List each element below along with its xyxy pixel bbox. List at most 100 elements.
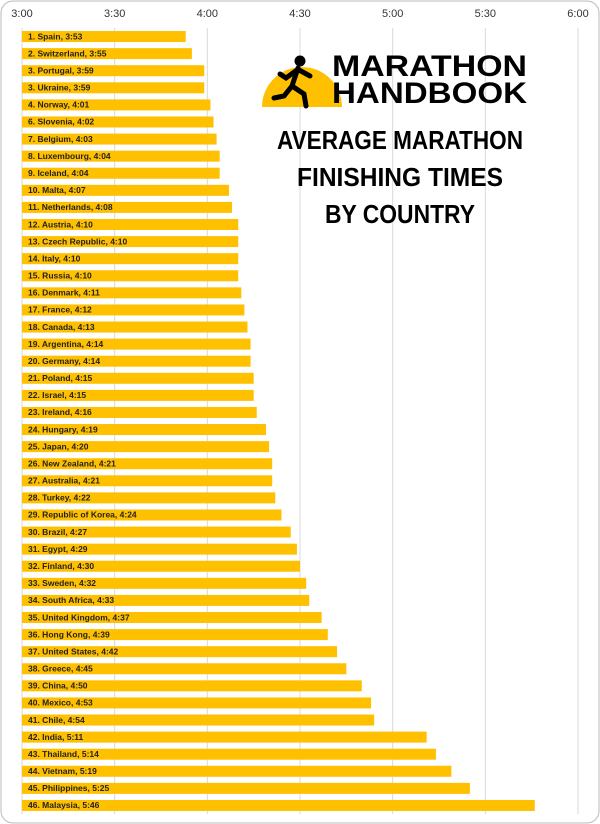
bar-label: 14. Italy, 4:10	[28, 253, 81, 263]
bar-label: 24. Hungary, 4:19	[28, 424, 98, 434]
bar	[22, 577, 307, 589]
bar	[22, 663, 347, 675]
bar-label: 32. Finland, 4:30	[28, 561, 94, 571]
bar-label: 23. Ireland, 4:16	[28, 407, 92, 417]
x-tick-label: 5:30	[475, 8, 496, 20]
bar	[22, 594, 310, 606]
x-tick-label: 5:00	[382, 8, 403, 20]
bar	[22, 65, 205, 77]
bar	[22, 475, 273, 487]
bar-label: 20. Germany, 4:14	[28, 356, 100, 366]
bar-label: 27. Australia, 4:21	[28, 476, 100, 486]
bar	[22, 424, 267, 436]
bar	[22, 270, 239, 282]
bar-label: 35. United Kingdom, 4:37	[28, 612, 130, 622]
bar	[22, 629, 328, 641]
chart-title: AVERAGE MARATHON FINISHING TIMES BY COUNTR…	[277, 125, 523, 229]
bar-label: 39. China, 4:50	[28, 681, 88, 691]
bar	[22, 731, 427, 743]
bar-label: 12. Austria, 4:10	[28, 219, 93, 229]
bar	[22, 560, 300, 572]
chart-title-line: FINISHING TIMES	[297, 162, 503, 192]
bar-label: 2. Switzerland, 3:55	[28, 48, 107, 58]
bar	[22, 799, 535, 811]
bar-label: 17. France, 4:12	[28, 305, 92, 315]
bar	[22, 526, 291, 538]
bar-label: 18. Canada, 4:13	[28, 322, 95, 332]
bar-label: 21. Poland, 4:15	[28, 373, 93, 383]
bar-label: 36. Hong Kong, 4:39	[28, 629, 110, 639]
bar	[22, 116, 214, 128]
bar	[22, 321, 248, 333]
logo-runner	[271, 55, 313, 109]
bar	[22, 338, 251, 350]
bar	[22, 48, 192, 60]
bar	[22, 167, 220, 179]
bar-label: 10. Malta, 4:07	[28, 185, 86, 195]
bars: 1. Spain, 3:53 2. Switzerland, 3:55 3. Por…	[22, 31, 535, 811]
bar-label: 13. Czech Republic, 4:10	[28, 236, 127, 246]
x-tick-label: 4:30	[289, 8, 310, 20]
chart-title-line: BY COUNTRY	[325, 199, 475, 229]
x-tick-label: 3:00	[11, 8, 32, 20]
bar	[22, 99, 211, 111]
bar-label: 42. India, 5:11	[28, 732, 84, 742]
bar-label: 29. Republic of Korea, 4:24	[28, 510, 137, 520]
bar	[22, 406, 257, 418]
bar	[22, 646, 338, 658]
bar	[22, 765, 452, 777]
bar-label: 37. United States, 4:42	[28, 646, 119, 656]
bar-label: 28. Turkey, 4:22	[28, 493, 91, 503]
bar-label: 8. Luxembourg, 4:04	[28, 151, 111, 161]
bar	[22, 782, 470, 794]
chart-title-line: AVERAGE MARATHON	[277, 125, 523, 155]
bar-label: 31. Egypt, 4:29	[28, 544, 88, 554]
logo: MARATHON HANDBOOK	[262, 50, 527, 110]
logo-text: MARATHON	[332, 50, 527, 83]
logo-text: HANDBOOK	[332, 77, 527, 110]
bar	[22, 219, 239, 230]
bar-label: 7. Belgium, 4:03	[28, 134, 93, 144]
bar	[22, 680, 362, 692]
bar-label: 3. Portugal, 3:59	[28, 65, 94, 75]
bar	[22, 509, 282, 521]
bar	[22, 714, 375, 726]
bar	[22, 372, 254, 384]
bar-label: 30. Brazil, 4:27	[28, 527, 87, 537]
bar-label: 19. Argentina, 4:14	[28, 339, 104, 349]
bar-label: 44. Vietnam, 5:19	[28, 766, 97, 776]
bar-label: 34. South Africa, 4:33	[28, 595, 114, 605]
bar	[22, 697, 372, 709]
bar	[22, 133, 217, 145]
bar	[22, 355, 251, 367]
bar	[22, 543, 297, 555]
bar	[22, 389, 254, 401]
bar	[22, 201, 233, 213]
bar-label: 46. Malaysia, 5:46	[28, 800, 100, 810]
bar-label: 9. Iceland, 4:04	[28, 168, 89, 178]
bar	[22, 184, 229, 196]
bar	[22, 441, 270, 453]
bar	[22, 612, 322, 623]
x-tick-label: 3:30	[104, 8, 125, 20]
x-tick-label: 6:00	[567, 8, 588, 20]
bar-label: 15. Russia, 4:10	[28, 271, 92, 281]
bar-label: 25. Japan, 4:20	[28, 441, 89, 451]
bar-label: 1. Spain, 3:53	[28, 31, 83, 41]
x-tick-label: 4:00	[197, 8, 218, 20]
bar	[22, 492, 276, 504]
bar	[22, 82, 205, 94]
bar-label: 40. Mexico, 4:53	[28, 698, 93, 708]
bar-label: 26. New Zealand, 4:21	[28, 458, 116, 468]
bar	[22, 458, 273, 470]
bar-label: 3. Ukraine, 3:59	[28, 83, 91, 93]
bar	[22, 287, 242, 299]
bar	[22, 304, 245, 316]
bar	[22, 31, 186, 43]
bar	[22, 748, 436, 760]
bar-label: 22. Israel, 4:15	[28, 390, 86, 400]
bar-label: 38. Greece, 4:45	[28, 664, 93, 674]
bar-label: 11. Netherlands, 4:08	[28, 202, 113, 212]
bar-label: 33. Sweden, 4:32	[28, 578, 96, 588]
